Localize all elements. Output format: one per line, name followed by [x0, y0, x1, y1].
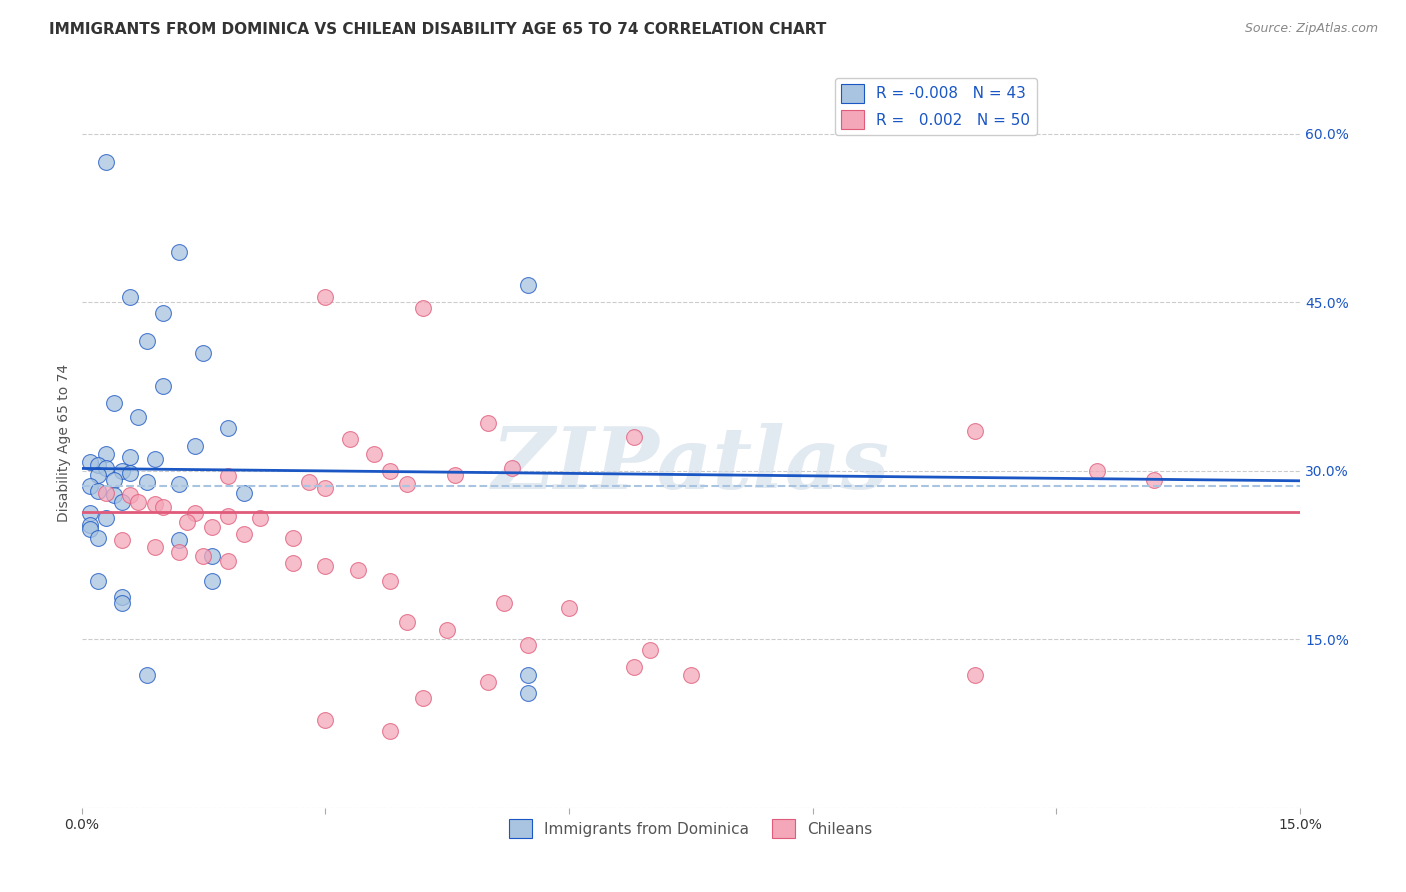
Point: [87, 468, 110, 483]
Point: [79, 479, 101, 493]
Point: [94, 511, 117, 525]
Point: [135, 334, 157, 349]
Point: [143, 497, 166, 511]
Point: [492, 596, 515, 610]
Point: [152, 500, 174, 514]
Point: [233, 486, 256, 500]
Text: Source: ZipAtlas.com: Source: ZipAtlas.com: [1244, 22, 1378, 36]
Point: [87, 531, 110, 545]
Point: [167, 244, 190, 259]
Point: [395, 615, 418, 630]
Point: [152, 306, 174, 320]
Point: [79, 507, 101, 521]
Point: [167, 544, 190, 558]
Point: [638, 643, 661, 657]
Point: [167, 477, 190, 491]
Point: [200, 574, 222, 588]
Point: [94, 486, 117, 500]
Point: [87, 458, 110, 472]
Point: [111, 464, 134, 478]
Point: [281, 556, 304, 570]
Point: [94, 154, 117, 169]
Point: [111, 596, 134, 610]
Point: [346, 563, 368, 577]
Point: [120, 466, 142, 480]
Point: [103, 396, 125, 410]
Point: [200, 549, 222, 563]
Point: [217, 469, 239, 483]
Point: [623, 430, 645, 444]
Point: [94, 447, 117, 461]
Point: [558, 600, 581, 615]
Point: [87, 574, 110, 588]
Point: [79, 522, 101, 536]
Point: [143, 452, 166, 467]
Point: [314, 289, 336, 303]
Point: [314, 481, 336, 495]
Point: [217, 553, 239, 567]
Point: [679, 668, 702, 682]
Point: [111, 495, 134, 509]
Y-axis label: Disability Age 65 to 74: Disability Age 65 to 74: [58, 364, 72, 522]
Point: [217, 421, 239, 435]
Point: [167, 533, 190, 548]
Point: [152, 379, 174, 393]
Point: [94, 461, 117, 475]
Point: [127, 495, 149, 509]
Point: [184, 439, 207, 453]
Point: [87, 483, 110, 498]
Point: [217, 508, 239, 523]
Point: [444, 468, 467, 483]
Point: [135, 668, 157, 682]
Point: [501, 461, 523, 475]
Point: [517, 686, 540, 700]
Point: [127, 409, 149, 424]
Point: [79, 517, 101, 532]
Point: [339, 432, 361, 446]
Point: [79, 455, 101, 469]
Point: [412, 690, 434, 705]
Point: [184, 507, 207, 521]
Point: [436, 624, 458, 638]
Point: [965, 425, 987, 439]
Point: [193, 345, 215, 359]
Point: [380, 574, 402, 588]
Point: [517, 278, 540, 293]
Point: [103, 473, 125, 487]
Text: IMMIGRANTS FROM DOMINICA VS CHILEAN DISABILITY AGE 65 TO 74 CORRELATION CHART: IMMIGRANTS FROM DOMINICA VS CHILEAN DISA…: [49, 22, 827, 37]
Point: [314, 713, 336, 727]
Point: [380, 724, 402, 739]
Point: [143, 540, 166, 554]
Point: [249, 511, 271, 525]
Point: [120, 488, 142, 502]
Point: [517, 668, 540, 682]
Point: [298, 475, 321, 489]
Text: ZIPatlas: ZIPatlas: [492, 423, 890, 507]
Point: [517, 638, 540, 652]
Point: [111, 533, 134, 548]
Point: [412, 301, 434, 315]
Point: [1085, 464, 1108, 478]
Legend: Immigrants from Dominica, Chileans: Immigrants from Dominica, Chileans: [503, 814, 879, 844]
Point: [477, 674, 499, 689]
Point: [623, 660, 645, 674]
Point: [395, 477, 418, 491]
Point: [363, 447, 385, 461]
Point: [281, 531, 304, 545]
Point: [120, 450, 142, 465]
Point: [176, 516, 198, 530]
Point: [103, 488, 125, 502]
Point: [200, 520, 222, 534]
Point: [1143, 473, 1166, 487]
Point: [111, 590, 134, 604]
Point: [233, 526, 256, 541]
Point: [477, 417, 499, 431]
Point: [965, 668, 987, 682]
Point: [314, 559, 336, 574]
Point: [193, 549, 215, 563]
Point: [120, 289, 142, 303]
Point: [135, 475, 157, 489]
Point: [380, 464, 402, 478]
